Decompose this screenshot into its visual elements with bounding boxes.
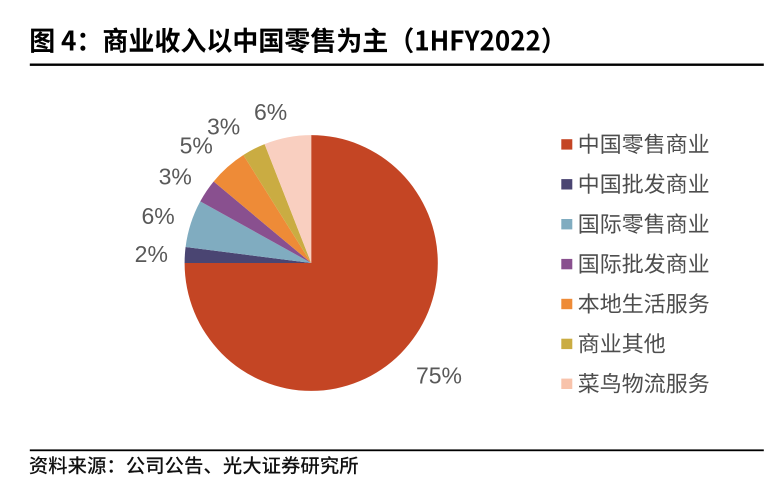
svg-text:5%: 5% (180, 132, 213, 158)
svg-text:2%: 2% (135, 241, 168, 267)
svg-text:6%: 6% (254, 99, 287, 125)
svg-text:3%: 3% (207, 113, 240, 139)
svg-text:75%: 75% (416, 362, 462, 388)
svg-text:6%: 6% (141, 203, 174, 229)
svg-text:3%: 3% (159, 164, 192, 190)
